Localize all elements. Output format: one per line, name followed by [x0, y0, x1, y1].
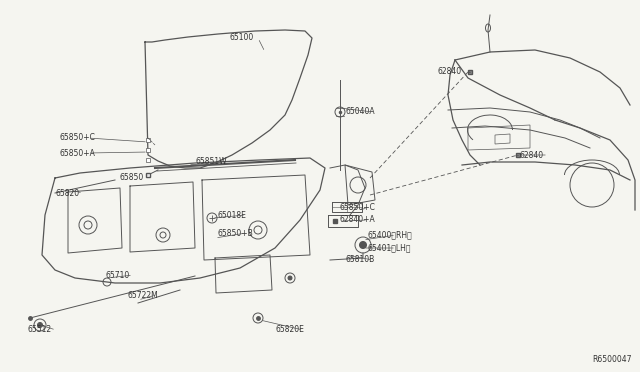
Text: 65512: 65512 — [28, 326, 52, 334]
Text: 65850: 65850 — [120, 173, 144, 183]
Text: 65810B: 65810B — [345, 256, 374, 264]
Text: 62840: 62840 — [438, 67, 462, 77]
Text: 65040A: 65040A — [345, 108, 374, 116]
Circle shape — [360, 241, 367, 248]
Text: 65100: 65100 — [230, 33, 254, 42]
Text: 65400〈RH〉: 65400〈RH〉 — [368, 231, 413, 240]
Text: 65850+A: 65850+A — [60, 148, 96, 157]
Text: 62840+A: 62840+A — [340, 215, 376, 224]
Text: 62840: 62840 — [520, 151, 544, 160]
Text: 65850+C: 65850+C — [340, 203, 376, 212]
Text: 65851W: 65851W — [195, 157, 227, 167]
Text: 65722M: 65722M — [128, 291, 159, 299]
Circle shape — [38, 323, 42, 327]
Circle shape — [288, 276, 292, 280]
Text: R6500047: R6500047 — [593, 355, 632, 364]
Text: 65850+B: 65850+B — [218, 228, 253, 237]
Text: 65850+C: 65850+C — [60, 134, 96, 142]
Text: 65710: 65710 — [105, 270, 129, 279]
Text: 65820E: 65820E — [275, 326, 304, 334]
Text: 65820: 65820 — [55, 189, 79, 198]
Text: 65018E: 65018E — [218, 211, 247, 219]
Text: 65401〈LH〉: 65401〈LH〉 — [368, 244, 412, 253]
